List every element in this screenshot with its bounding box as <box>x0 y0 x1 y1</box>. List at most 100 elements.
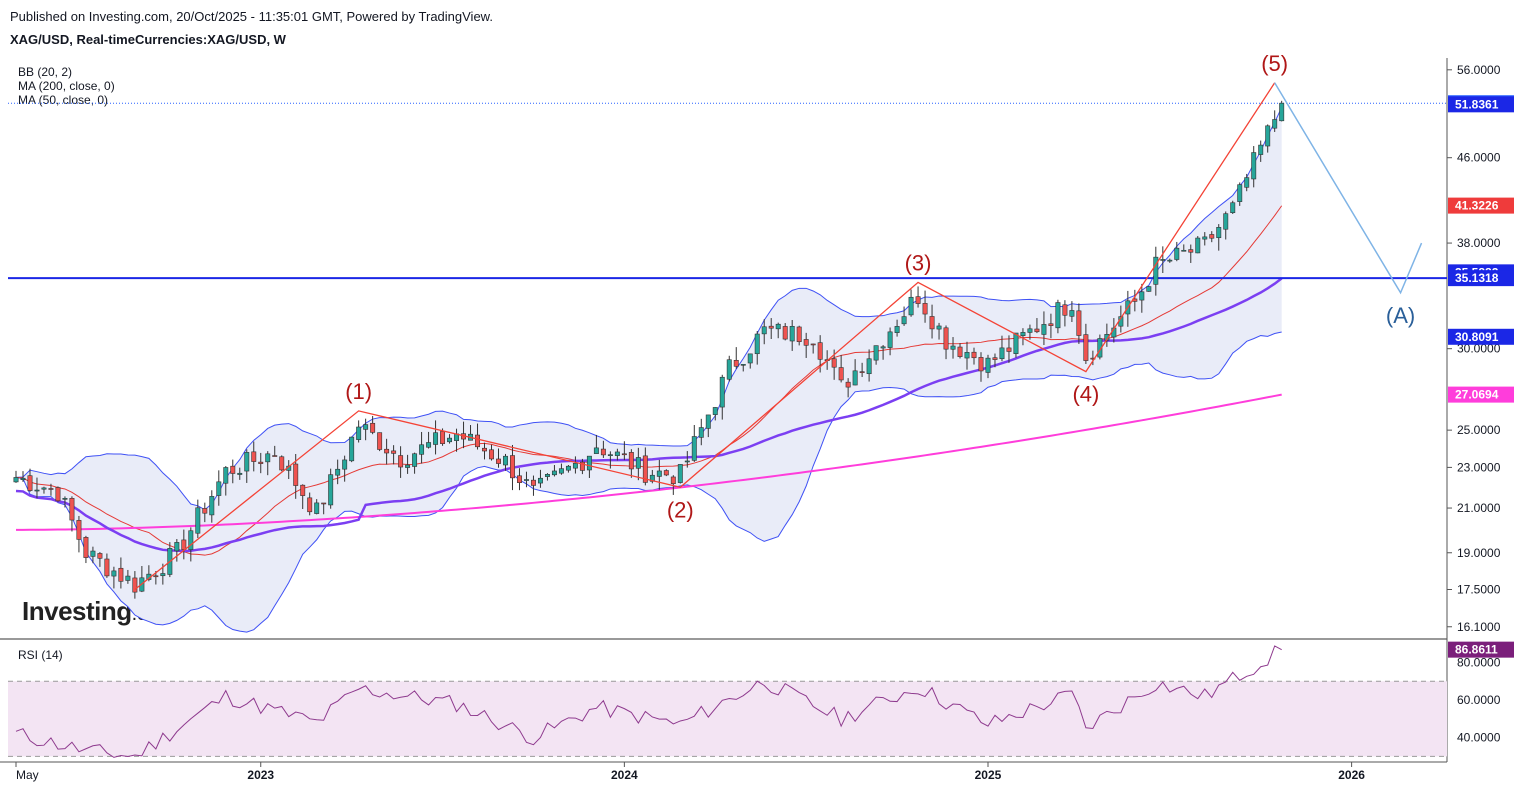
candle-body <box>1230 202 1236 214</box>
candle-body <box>544 474 550 477</box>
candle-body <box>600 448 606 456</box>
candle-body <box>712 407 718 415</box>
candle-body <box>524 479 529 481</box>
candle-body <box>1069 310 1075 317</box>
candle-body <box>496 458 501 464</box>
candle-body <box>887 331 893 348</box>
wave-label: (1) <box>345 379 372 404</box>
candle-body <box>1251 152 1257 180</box>
candle-body <box>293 463 299 486</box>
candle-body <box>475 434 480 448</box>
candle-body <box>1153 256 1159 285</box>
candle-body <box>586 455 592 471</box>
candle-body <box>1279 102 1285 122</box>
candle-body <box>90 550 96 557</box>
candle-body <box>1202 236 1208 240</box>
y-tick-label: 56.0000 <box>1457 63 1501 77</box>
candle-body <box>684 460 690 463</box>
y-tick-label: 38.0000 <box>1457 236 1501 250</box>
candle-body <box>943 327 949 350</box>
candle-body <box>1237 184 1243 202</box>
y-tick-label: 17.5000 <box>1457 583 1501 597</box>
candle-body <box>593 447 599 454</box>
candle-body <box>572 462 578 469</box>
candle-body <box>1174 247 1180 260</box>
candle-body <box>1013 332 1019 354</box>
candle-body <box>251 451 257 462</box>
candle-body <box>1244 177 1250 188</box>
candle-body <box>859 371 865 373</box>
rsi-band-fill <box>8 681 1447 757</box>
rsi-tick-label: 60.0000 <box>1457 693 1501 707</box>
candle-body <box>957 346 963 357</box>
candle-body <box>866 358 872 375</box>
candle-body <box>69 497 75 521</box>
candle-body <box>20 477 26 481</box>
candle-body <box>76 520 82 540</box>
price-badge <box>1448 197 1514 214</box>
rsi-tick-label: 80.0000 <box>1457 656 1501 670</box>
candle-body <box>964 352 970 359</box>
candle-body <box>796 326 802 343</box>
price-badge <box>1448 386 1514 403</box>
candle-body <box>733 359 739 367</box>
wave-label: (2) <box>667 497 694 522</box>
x-tick-label: 2026 <box>1338 768 1365 782</box>
ma200-indicator-label[interactable]: MA (200, close, 0) <box>18 79 115 93</box>
candle-body <box>1216 227 1222 239</box>
candle-body <box>62 498 68 500</box>
candle-body <box>782 326 788 340</box>
candle-body <box>1006 347 1012 352</box>
candle-body <box>1048 323 1054 326</box>
candle-body <box>1167 259 1173 262</box>
candle-body <box>726 359 732 380</box>
candle-body <box>1195 237 1201 254</box>
candle-body <box>216 481 222 496</box>
candle-body <box>125 575 131 581</box>
wave-label: (A) <box>1386 303 1415 328</box>
ma50-indicator-label[interactable]: MA (50, close, 0) <box>18 93 109 107</box>
candle-body <box>1055 302 1061 329</box>
x-tick-label: 2024 <box>611 768 638 782</box>
candle-body <box>579 461 585 471</box>
candle-body <box>670 476 676 485</box>
candle-body <box>537 477 543 484</box>
candle-body <box>1188 249 1194 253</box>
candle-body <box>1258 144 1264 155</box>
candle-body <box>985 357 991 373</box>
candle-body <box>1223 213 1229 230</box>
candle-body <box>202 508 208 514</box>
wave-label: (3) <box>905 250 932 275</box>
candle-body <box>482 447 487 452</box>
candle-body <box>768 325 774 329</box>
candle-body <box>1160 259 1166 261</box>
candle-body <box>915 296 921 304</box>
candle-body <box>950 345 956 350</box>
candle-body <box>1027 328 1033 333</box>
candle-body <box>440 431 446 444</box>
candle-body <box>1146 286 1152 292</box>
bb-indicator-label[interactable]: BB (20, 2) <box>18 65 73 79</box>
candle-body <box>118 567 124 582</box>
candle-body <box>775 323 781 330</box>
y-tick-label: 46.0000 <box>1457 151 1501 165</box>
wave-label: (4) <box>1072 382 1099 407</box>
candle-body <box>831 358 837 368</box>
candle-body <box>321 502 327 505</box>
candle-body <box>328 474 334 506</box>
candle-body <box>530 479 536 486</box>
candle-body <box>447 437 453 443</box>
x-tick-label: May <box>16 768 39 782</box>
candle-body <box>34 489 40 492</box>
rsi-indicator-label[interactable]: RSI (14) <box>18 648 63 662</box>
candle-body <box>873 345 879 361</box>
candle-body <box>810 343 816 346</box>
elliott-impulse-path <box>134 82 1276 591</box>
candle-body <box>845 381 851 388</box>
candle-body <box>363 424 369 430</box>
y-tick-label: 30.0000 <box>1457 342 1501 356</box>
y-tick-label: 23.0000 <box>1457 460 1501 474</box>
candle-body <box>195 507 201 534</box>
candle-body <box>41 487 47 490</box>
